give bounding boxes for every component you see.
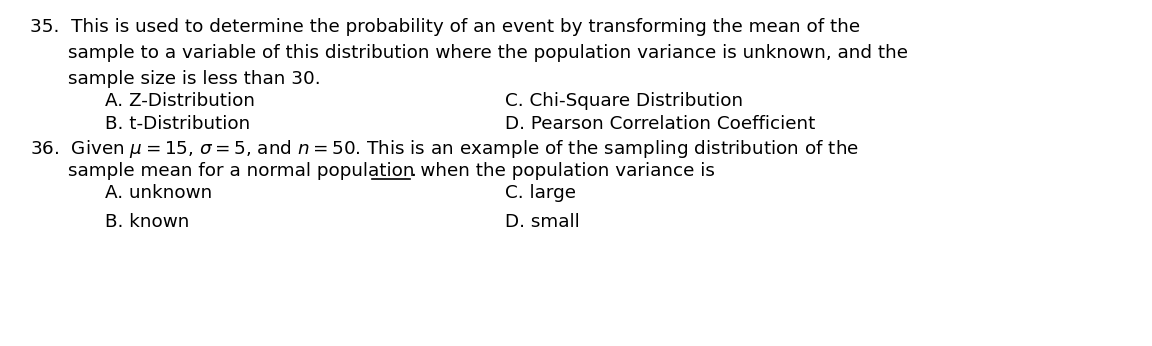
Text: 36.  Given $\mu = 15$, $\sigma = 5$, and $n = 50$. This is an example of the sam: 36. Given $\mu = 15$, $\sigma = 5$, and … (30, 138, 859, 160)
Text: B. t-Distribution: B. t-Distribution (105, 115, 250, 133)
Text: .: . (411, 162, 417, 180)
Text: A. unknown: A. unknown (105, 184, 212, 202)
Text: sample size is less than 30.: sample size is less than 30. (68, 70, 320, 88)
Text: C. large: C. large (505, 184, 576, 202)
Text: C. Chi-Square Distribution: C. Chi-Square Distribution (505, 92, 743, 110)
Text: 35.  This is used to determine the probability of an event by transforming the m: 35. This is used to determine the probab… (30, 18, 861, 36)
Text: D. small: D. small (505, 213, 579, 231)
Text: A. Z-Distribution: A. Z-Distribution (105, 92, 255, 110)
Text: B. known: B. known (105, 213, 189, 231)
Text: D. Pearson Correlation Coefficient: D. Pearson Correlation Coefficient (505, 115, 816, 133)
Text: sample mean for a normal population when the population variance is: sample mean for a normal population when… (68, 162, 721, 180)
Text: sample to a variable of this distribution where the population variance is unkno: sample to a variable of this distributio… (68, 44, 908, 62)
